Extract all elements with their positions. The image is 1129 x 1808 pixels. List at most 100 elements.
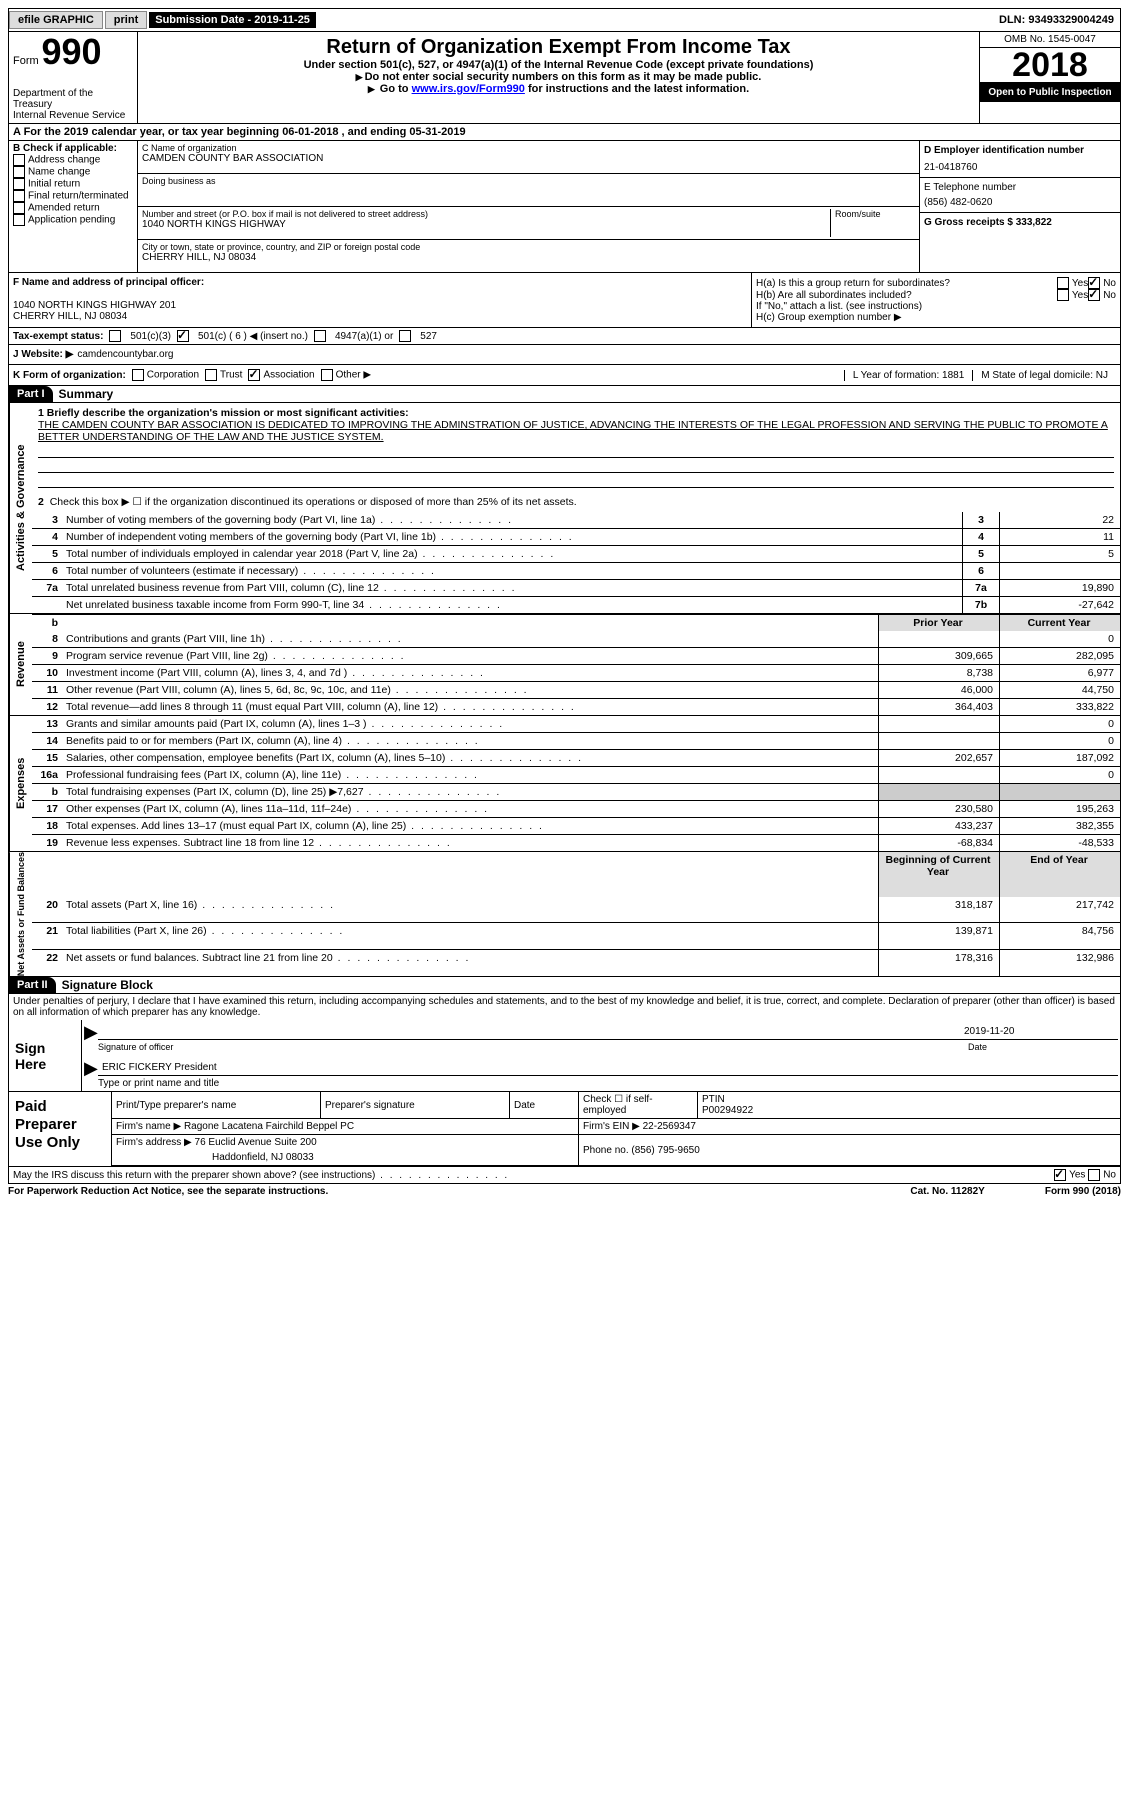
city-lbl: City or town, state or province, country… <box>142 242 915 252</box>
ha-yes-lbl: Yes <box>1072 278 1088 289</box>
row-k-form-org: K Form of organization: Corporation Trus… <box>8 365 1121 386</box>
row-a-period: A For the 2019 calendar year, or tax yea… <box>8 124 1121 141</box>
f-addr1: 1040 NORTH KINGS HIGHWAY 201 <box>13 300 747 311</box>
chk-other[interactable] <box>321 369 333 381</box>
firm-addr-lbl: Firm's address ▶ <box>116 1137 192 1148</box>
cell-phone: E Telephone number (856) 482-0620 <box>920 178 1120 213</box>
table-row: 8Contributions and grants (Part VIII, li… <box>32 631 1120 648</box>
col-c-org: C Name of organization CAMDEN COUNTY BAR… <box>138 141 919 272</box>
officer-name: ERIC FICKERY President <box>102 1062 217 1073</box>
part1-badge: Part I <box>9 386 53 402</box>
form-prefix: Form <box>13 55 39 67</box>
hb-lbl: H(b) Are all subordinates included? <box>756 290 1057 301</box>
table-activities: 3Number of voting members of the governi… <box>32 512 1120 613</box>
phone-val: (856) 482-0620 <box>924 197 1116 208</box>
ptin-lbl: PTIN <box>702 1094 725 1105</box>
lbl-501c: 501(c) ( 6 ) ◀ (insert no.) <box>198 331 308 342</box>
chk-final-return[interactable] <box>13 190 25 202</box>
part1-expenses: Expenses 13Grants and similar amounts pa… <box>8 716 1121 852</box>
tax-year: 2018 <box>980 48 1120 83</box>
side-activities: Activities & Governance <box>9 403 32 613</box>
table-row: 4Number of independent voting members of… <box>32 529 1120 546</box>
dept-treasury: Department of the Treasury <box>13 88 133 110</box>
table-row: 11Other revenue (Part VIII, column (A), … <box>32 682 1120 699</box>
discuss-yes-lbl: Yes <box>1069 1170 1085 1181</box>
lbl-4947: 4947(a)(1) or <box>335 331 393 342</box>
chk-amended[interactable] <box>13 202 25 214</box>
table-row: 6Total number of volunteers (estimate if… <box>32 563 1120 580</box>
hb-no[interactable] <box>1088 289 1100 301</box>
discuss-yes[interactable] <box>1054 1169 1066 1181</box>
cell-ein: D Employer identification number 21-0418… <box>920 141 1120 178</box>
hb-yes[interactable] <box>1057 289 1069 301</box>
header-mid: Return of Organization Exempt From Incom… <box>138 32 979 123</box>
chk-527[interactable] <box>399 330 411 342</box>
subtitle-1: Under section 501(c), 527, or 4947(a)(1)… <box>142 59 975 71</box>
firm-name-lbl: Firm's name ▶ <box>116 1121 181 1132</box>
table-row: 16aProfessional fundraising fees (Part I… <box>32 767 1120 784</box>
irs-link[interactable]: www.irs.gov/Form990 <box>412 83 525 95</box>
hdr-boy: Beginning of Current Year <box>879 852 1000 897</box>
city-val: CHERRY HILL, NJ 08034 <box>142 252 915 263</box>
table-row: 20Total assets (Part X, line 16)318,1872… <box>32 897 1120 923</box>
print-button[interactable]: print <box>105 11 147 29</box>
ein-lbl: D Employer identification number <box>924 145 1116 156</box>
table-row: 22Net assets or fund balances. Subtract … <box>32 950 1120 976</box>
type-print-lbl: Type or print name and title <box>98 1078 1118 1089</box>
tax-status-lbl: Tax-exempt status: <box>13 331 103 342</box>
discuss-no[interactable] <box>1088 1169 1100 1181</box>
firm-ein: 22-2569347 <box>643 1121 696 1132</box>
chk-assoc[interactable] <box>248 369 260 381</box>
chk-app-pending[interactable] <box>13 214 25 226</box>
year-formation: L Year of formation: 1881 <box>844 370 972 381</box>
part1-header: Part I Summary <box>8 386 1121 403</box>
part1-title: Summary <box>53 387 114 401</box>
chk-trust[interactable] <box>205 369 217 381</box>
hdr-current: Current Year <box>1000 615 1121 632</box>
prep-name-hdr: Print/Type preparer's name <box>112 1092 321 1119</box>
footer-right: Form 990 (2018) <box>1045 1186 1121 1197</box>
table-row: 21Total liabilities (Part X, line 26)139… <box>32 923 1120 950</box>
efile-button[interactable]: efile GRAPHIC <box>9 11 103 29</box>
chk-name-change[interactable] <box>13 166 25 178</box>
row-j-website: J Website: ▶ camdencountybar.org <box>8 345 1121 365</box>
org-name: CAMDEN COUNTY BAR ASSOCIATION <box>142 153 915 164</box>
col-right-degf: D Employer identification number 21-0418… <box>919 141 1120 272</box>
room-lbl: Room/suite <box>835 209 915 219</box>
hb-yes-lbl: Yes <box>1072 290 1088 301</box>
table-netassets: Beginning of Current Year End of Year 20… <box>32 852 1120 976</box>
table-row: 9Program service revenue (Part VIII, lin… <box>32 648 1120 665</box>
header-left: Form 990 Department of the Treasury Inte… <box>9 32 138 123</box>
table-row: bTotal fundraising expenses (Part IX, co… <box>32 784 1120 801</box>
table-row: 18Total expenses. Add lines 13–17 (must … <box>32 818 1120 835</box>
paid-preparer: Paid Preparer Use Only Print/Type prepar… <box>8 1092 1121 1167</box>
lbl-address-change: Address change <box>28 155 100 166</box>
mission-block: 1 Briefly describe the organization's mi… <box>32 403 1120 512</box>
cell-dba: Doing business as <box>138 174 919 207</box>
q1-lbl: 1 Briefly describe the organization's mi… <box>38 407 1114 419</box>
ha-lbl: H(a) Is this a group return for subordin… <box>756 278 1057 289</box>
lbl-corp: Corporation <box>147 370 199 381</box>
chk-4947[interactable] <box>314 330 326 342</box>
form-title: Return of Organization Exempt From Incom… <box>142 36 975 59</box>
cell-address: Number and street (or P.O. box if mail i… <box>138 207 919 240</box>
part2-title: Signature Block <box>56 978 153 992</box>
chk-501c[interactable] <box>177 330 189 342</box>
chk-corp[interactable] <box>132 369 144 381</box>
prep-sig-hdr: Preparer's signature <box>321 1092 510 1119</box>
addr-lbl: Number and street (or P.O. box if mail i… <box>142 209 826 219</box>
chk-address-change[interactable] <box>13 154 25 166</box>
website-lbl: J Website: ▶ <box>13 349 73 360</box>
hc-lbl: H(c) Group exemption number ▶ <box>756 312 1116 323</box>
cell-city: City or town, state or province, country… <box>138 240 919 272</box>
ha-yes[interactable] <box>1057 277 1069 289</box>
table-row: 19Revenue less expenses. Subtract line 1… <box>32 835 1120 852</box>
date-lbl: Date <box>968 1042 1118 1052</box>
dln: DLN: 93493329004249 <box>999 14 1120 26</box>
h-group: H(a) Is this a group return for subordin… <box>752 273 1120 327</box>
table-row: 10Investment income (Part VIII, column (… <box>32 665 1120 682</box>
sig-officer-lbl: Signature of officer <box>98 1042 968 1052</box>
q2-lbl: 2 Check this box ▶ ☐ if the organization… <box>38 496 1114 508</box>
chk-501c3[interactable] <box>109 330 121 342</box>
chk-initial-return[interactable] <box>13 178 25 190</box>
